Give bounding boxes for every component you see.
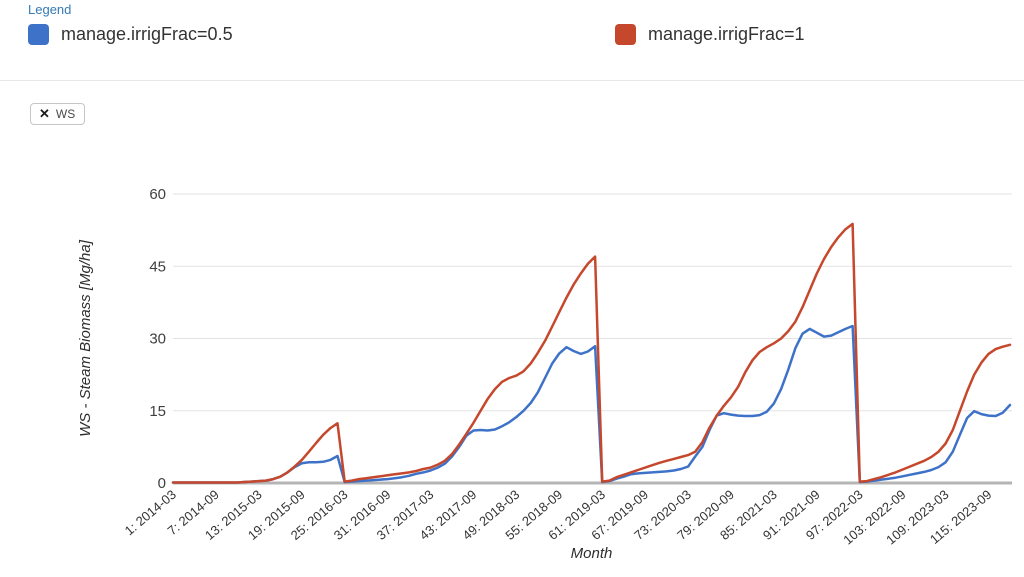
x-axis-title: Month: [571, 545, 613, 562]
ws-filter-chip[interactable]: ✕ WS: [30, 103, 86, 125]
y-tick-label: 15: [149, 403, 166, 420]
y-tick-label: 60: [149, 186, 166, 203]
y-tick-label: 30: [149, 331, 166, 348]
legend-item-label: manage.irrigFrac=1: [648, 23, 805, 44]
series-swatch-blue-icon: [28, 23, 49, 45]
y-axis-title: WS - Steam Biomass [Mg/ha]: [77, 239, 94, 437]
close-icon[interactable]: ✕: [39, 106, 50, 121]
legend-item-label: manage.irrigFrac=0.5: [61, 23, 233, 44]
legend-item-irrigfrac-1: manage.irrigFrac=1: [615, 21, 805, 47]
series-line-manage.irrigFrac=0.5[interactable]: [171, 324, 1012, 484]
legend-title[interactable]: Legend: [28, 2, 72, 17]
biomass-line-chart[interactable]: 0 15 30 45 60 1: 2014-03 7: 2014-09 13: 2015-03…: [0, 140, 1024, 572]
y-tick-label: 0: [158, 475, 166, 492]
y-tick-label: 45: [149, 258, 166, 275]
series-swatch-red-icon: [615, 23, 636, 45]
series-line-manage.irrigFrac=1[interactable]: [171, 222, 1012, 484]
chip-label: WS: [55, 106, 76, 121]
legend-item-irrigfrac-0-5: manage.irrigFrac=0.5: [28, 21, 233, 47]
divider: [0, 80, 1024, 81]
